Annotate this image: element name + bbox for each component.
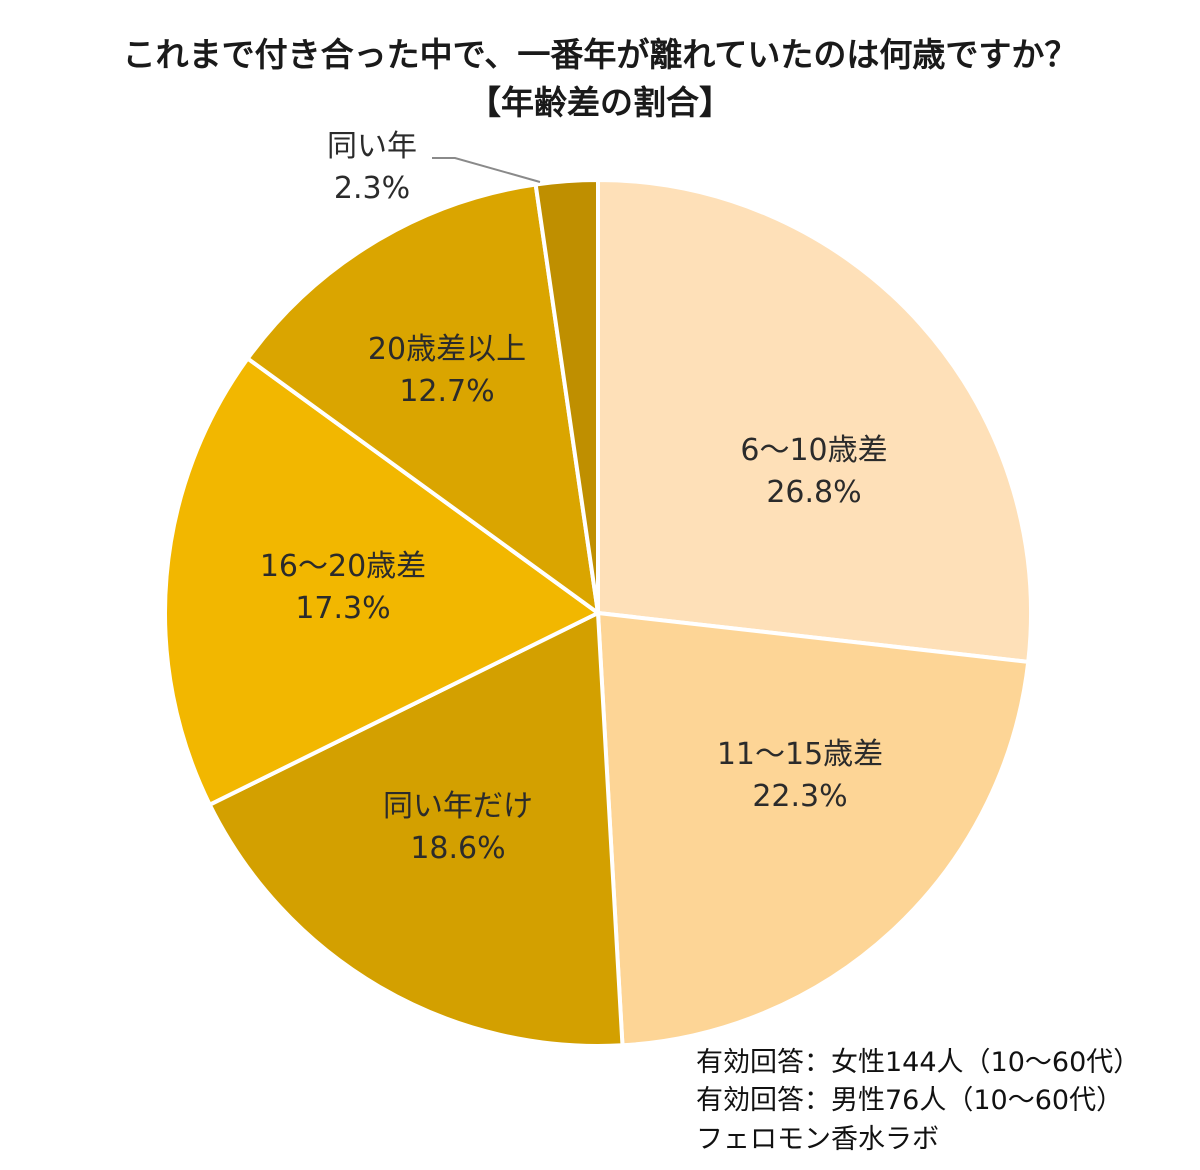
slice-label-16-20: 16〜20歳差 17.3% (260, 546, 426, 630)
slice-label-same-age: 同い年 2.3% (327, 126, 417, 210)
respondents-male: 有効回答：男性76人（10〜60代） (696, 1085, 1124, 1116)
pie-slice (596, 178, 1033, 664)
pie-slice (596, 611, 1031, 1048)
slice-label-name: 同い年だけ (383, 789, 533, 824)
slice-label-name: 11〜15歳差 (716, 737, 884, 772)
slice-label-name: 20歳差以上 (367, 332, 527, 367)
source-credit: フェロモン香水ラボ (696, 1124, 939, 1155)
slice-label-name: 16〜20歳差 (259, 549, 427, 584)
slice-label-same-only: 同い年だけ 18.6% (383, 786, 533, 870)
slice-label-name: 6〜10歳差 (740, 433, 888, 468)
slice-label-11-15: 11〜15歳差 22.3% (717, 734, 883, 818)
chart-title: これまで付き合った中で、一番年が離れていたのは何歳ですか？ (122, 35, 1078, 74)
slice-label-pct: 26.8% (766, 475, 862, 510)
pie-slice (533, 178, 600, 615)
slice-label-6-10: 6〜10歳差 26.8% (740, 430, 887, 514)
chart-subtitle: 【年齢差の割合】 (468, 83, 732, 122)
slice-label-pct: 22.3% (752, 779, 848, 814)
slice-label-name: 同い年 (327, 129, 417, 164)
slice-label-pct: 12.7% (399, 374, 495, 409)
slice-label-pct: 2.3% (333, 171, 411, 206)
pie-slice (207, 611, 625, 1048)
leader-line (432, 157, 541, 183)
slice-label-20-plus: 20歳差以上 12.7% (368, 329, 526, 413)
pie-slice (163, 356, 600, 807)
pie-slice (245, 182, 600, 615)
slice-label-pct: 17.3% (295, 591, 391, 626)
slice-label-pct: 18.6% (410, 831, 506, 866)
respondents-female: 有効回答：女性144人（10〜60代） (696, 1047, 1141, 1078)
